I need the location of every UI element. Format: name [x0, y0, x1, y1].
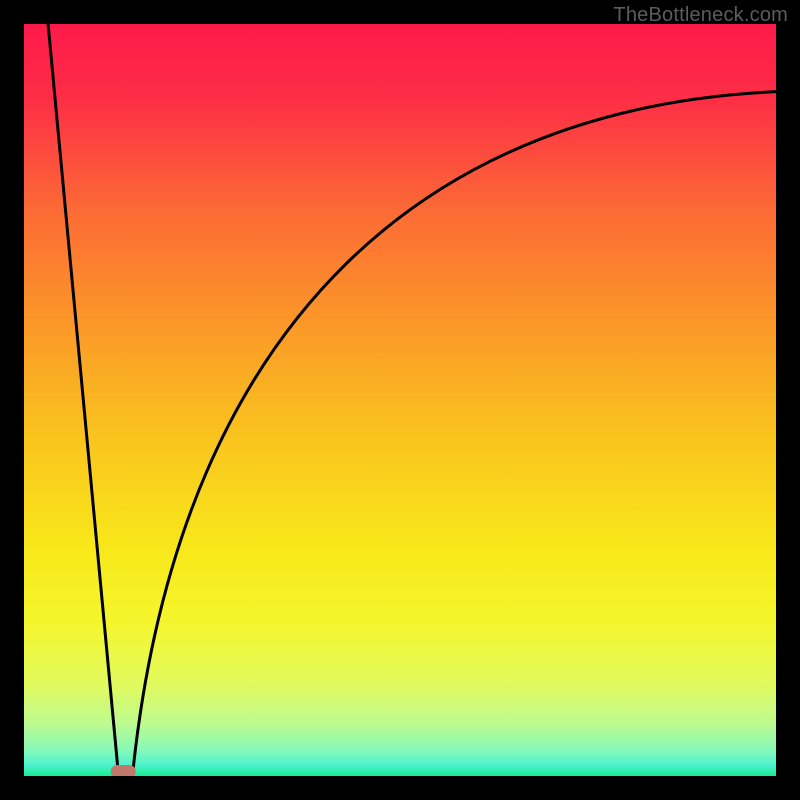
watermark-text: TheBottleneck.com: [613, 4, 788, 27]
chart-background: [24, 24, 776, 776]
bottleneck-chart-svg: [0, 0, 800, 800]
minimum-marker: [111, 765, 135, 777]
chart-frame: TheBottleneck.com: [0, 0, 800, 800]
